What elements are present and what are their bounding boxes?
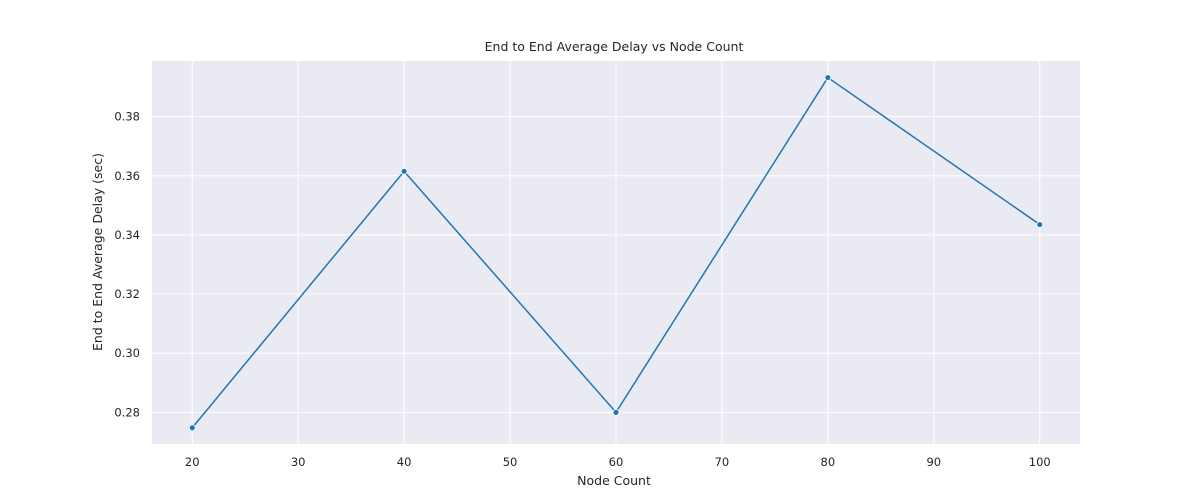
x-axis-ticks: 20 30 40 50 60 70 80 90 100 — [185, 455, 1051, 469]
data-point — [824, 74, 832, 81]
x-tick-label: 60 — [609, 455, 624, 469]
x-axis-label: Node Count — [577, 473, 651, 488]
y-tick-label: 0.38 — [114, 110, 140, 124]
x-tick-label: 50 — [503, 455, 518, 469]
y-tick-label: 0.36 — [114, 169, 140, 183]
x-tick-label: 90 — [926, 455, 941, 469]
x-tick-label: 40 — [397, 455, 412, 469]
x-tick-label: 30 — [291, 455, 306, 469]
data-point — [612, 408, 620, 416]
y-axis-label: End to End Average Delay (sec) — [90, 153, 105, 351]
series-layer — [188, 74, 1044, 432]
data-point — [400, 167, 408, 175]
y-tick-label: 0.28 — [114, 405, 140, 419]
y-tick-label: 0.34 — [114, 228, 140, 242]
y-tick-label: 0.32 — [114, 287, 140, 301]
y-tick-label: 0.30 — [114, 346, 140, 360]
data-point — [1036, 221, 1044, 228]
x-tick-label: 70 — [715, 455, 730, 469]
data-point — [188, 424, 196, 432]
x-tick-label: 80 — [821, 455, 836, 469]
x-tick-label: 20 — [185, 455, 200, 469]
x-tick-label: 100 — [1029, 455, 1051, 469]
y-axis-ticks: 0.28 0.30 0.32 0.34 0.36 0.38 — [114, 110, 140, 420]
chart-title: End to End Average Delay vs Node Count — [485, 39, 744, 54]
